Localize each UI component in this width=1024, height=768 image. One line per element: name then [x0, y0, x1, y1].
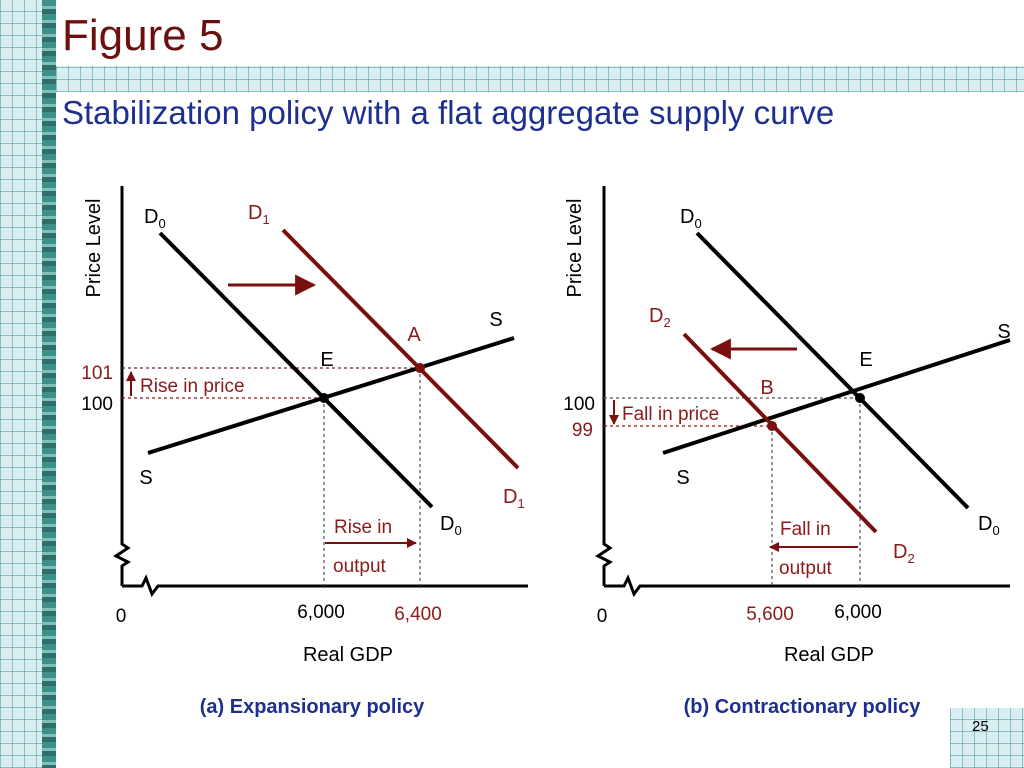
- panel-a-point-e: [319, 393, 329, 403]
- panel-a-tick-100: 100: [81, 394, 113, 415]
- panel-a: Price Level Real GDP 0 S S D0 D0 D1 D1 E…: [81, 186, 528, 718]
- panel-b-y-axis: [595, 186, 613, 586]
- panel-b-y-axis-label: Price Level: [564, 199, 586, 298]
- panel-a-label-d1-top: D1: [248, 202, 270, 227]
- panel-a-demand-d0: [158, 231, 434, 509]
- panel-a-y-axis: [113, 186, 131, 586]
- panel-a-demand-d1: [281, 228, 520, 470]
- panel-a-tick-101: 101: [81, 363, 113, 384]
- panel-b-supply-curve: [662, 338, 1011, 455]
- panel-a-tick-6400: 6,400: [394, 604, 442, 625]
- panel-b-label-d2-bottom: D2: [893, 541, 915, 566]
- panel-a-y-axis-label: Price Level: [83, 199, 105, 298]
- panel-b-label-d2-top: D2: [649, 305, 671, 330]
- panel-b-demand-d2: [682, 332, 878, 534]
- panel-a-origin-label: 0: [116, 606, 127, 627]
- decorative-strip-edge: [42, 0, 56, 768]
- panel-b-label-d0-bottom: D0: [978, 513, 1000, 538]
- panel-a-label-s-bottom: S: [139, 467, 152, 489]
- panel-a-label-d0-bottom: D0: [440, 513, 462, 538]
- panel-b-label-d0-top: D0: [680, 206, 702, 231]
- panel-b-x-axis-label: Real GDP: [784, 644, 874, 666]
- panel-b-label-s-bottom: S: [676, 467, 689, 489]
- page-number: 25: [972, 718, 989, 735]
- panel-b-demand-d0: [695, 231, 970, 510]
- panel-a-label-point-e: E: [320, 349, 333, 371]
- panel-a-annotation-output-1: Rise in: [334, 517, 392, 538]
- panel-b-tick-99: 99: [572, 420, 593, 441]
- panel-a-label-d1-bottom: D1: [503, 486, 525, 511]
- panel-b-label-point-e: E: [859, 349, 872, 371]
- figure-subtitle: Stabilization policy with a flat aggrega…: [62, 94, 835, 131]
- panel-a-tick-6000: 6,000: [297, 602, 345, 623]
- panel-b-origin-label: 0: [597, 606, 608, 627]
- panel-a-x-axis: [122, 574, 528, 598]
- panel-b-x-axis: [604, 574, 1010, 598]
- panel-a-annotation-price: Rise in price: [140, 376, 245, 397]
- panel-a-label-point-a: A: [407, 324, 421, 346]
- panel-b: Price Level Real GDP 0 S S D0 D0 D2 D2 E…: [563, 186, 1011, 718]
- panel-b-point-b: [767, 421, 777, 431]
- panel-b-caption: (b) Contractionary policy: [684, 696, 922, 718]
- panel-b-annotation-output-1: Fall in: [780, 519, 831, 540]
- panel-b-tick-5600: 5,600: [746, 604, 794, 625]
- panel-a-point-a: [415, 363, 425, 373]
- figure-title: Figure 5: [62, 11, 224, 60]
- decorative-corner-grid: [950, 708, 1024, 768]
- panel-a-caption: (a) Expansionary policy: [200, 696, 425, 718]
- panel-b-point-e: [855, 393, 865, 403]
- panel-b-label-s-top: S: [997, 321, 1010, 343]
- panel-b-tick-100: 100: [563, 394, 595, 415]
- decorative-top-band: [56, 66, 1024, 92]
- panel-b-tick-6000: 6,000: [834, 602, 882, 623]
- panel-a-label-s-top: S: [489, 309, 502, 331]
- panel-a-supply-curve: [147, 336, 515, 455]
- panel-b-label-point-b: B: [760, 377, 773, 399]
- decorative-grid-strip: [0, 0, 42, 768]
- panel-a-x-axis-label: Real GDP: [303, 644, 393, 666]
- panel-a-label-d0-top: D0: [144, 206, 166, 231]
- panel-b-annotation-output-2: output: [779, 558, 833, 579]
- panel-b-annotation-price: Fall in price: [622, 404, 719, 425]
- panel-a-annotation-output-2: output: [333, 556, 387, 577]
